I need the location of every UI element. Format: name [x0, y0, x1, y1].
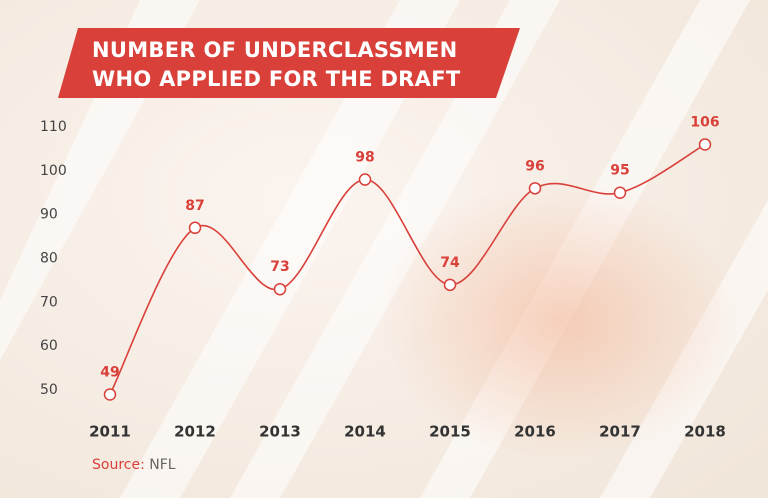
- data-point: [528, 182, 542, 195]
- source-label: Source:: [92, 457, 145, 473]
- y-tick-label: 110: [40, 119, 67, 135]
- data-label: 98: [355, 150, 374, 166]
- data-point: [188, 221, 202, 235]
- data-label: 74: [440, 255, 460, 271]
- data-point: [103, 388, 117, 401]
- data-label: 95: [610, 163, 629, 179]
- y-tick-label: 50: [40, 382, 58, 398]
- source: Source: NFL: [92, 457, 176, 473]
- chart-title: NUMBER OF UNDERCLASSMEN WHO APPLIED FOR …: [92, 38, 461, 91]
- source-text: NFL: [149, 457, 176, 473]
- y-tick-label: 80: [40, 251, 58, 267]
- title-banner: [58, 28, 520, 98]
- x-tick-label: 2016: [514, 423, 556, 441]
- data-point: [698, 138, 712, 151]
- y-tick-label: 70: [40, 294, 58, 310]
- x-tick-label: 2018: [684, 423, 726, 441]
- data-label: 49: [100, 364, 119, 380]
- data-label: 96: [525, 158, 544, 174]
- plot: 50 60 70 80 90 100 110 2011 2012 2013 2014 2015 2016…: [40, 114, 726, 440]
- x-tick-label: 2017: [599, 423, 641, 441]
- x-tick-label: 2012: [174, 423, 216, 441]
- y-tick-label: 60: [40, 338, 58, 354]
- x-tick-label: 2011: [89, 423, 131, 441]
- data-point: [358, 173, 372, 186]
- x-tick-label: 2013: [259, 423, 301, 441]
- data-label: 87: [185, 198, 204, 214]
- x-tick-label: 2014: [344, 423, 386, 441]
- background-glow: [380, 180, 740, 460]
- data-label: 106: [690, 114, 719, 130]
- y-tick-label: 90: [40, 207, 58, 223]
- data-point: [443, 278, 457, 292]
- x-tick-label: 2015: [429, 423, 471, 441]
- data-label: 73: [270, 259, 289, 275]
- data-point: [273, 282, 287, 296]
- data-point: [613, 186, 627, 199]
- y-tick-label: 100: [40, 163, 67, 179]
